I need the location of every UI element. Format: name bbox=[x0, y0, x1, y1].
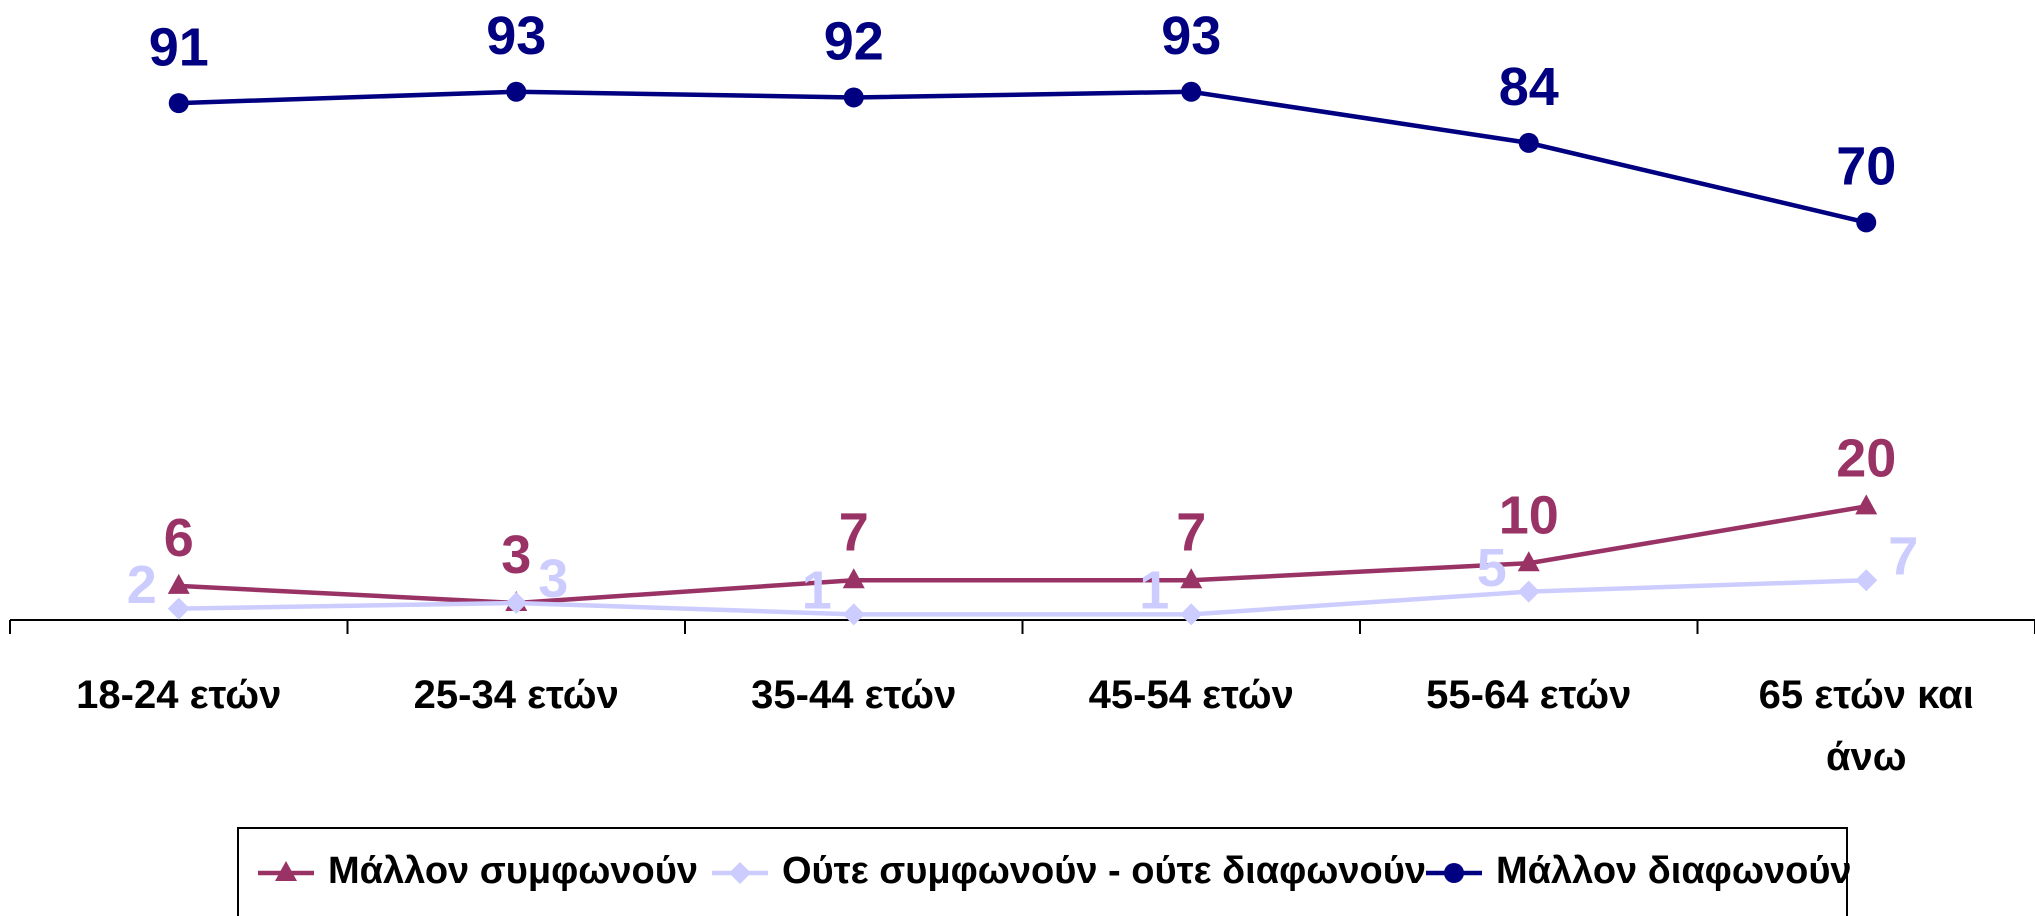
legend-label: Ούτε συμφωνούν - ούτε διαφωνούν bbox=[782, 850, 1426, 892]
series-line bbox=[178, 504, 1867, 606]
marker bbox=[168, 93, 189, 114]
x-tick-label: 55-64 ετών bbox=[1426, 673, 1632, 717]
x-tick-label: 45-54 ετών bbox=[1088, 673, 1294, 717]
marker bbox=[1517, 580, 1540, 603]
data-label: 5 bbox=[1477, 538, 1507, 598]
marker bbox=[1518, 132, 1539, 153]
x-tick-label: 35-44 ετών bbox=[751, 673, 957, 717]
x-tick-label: 65 ετών και άνω bbox=[1758, 673, 1974, 779]
marker bbox=[1855, 494, 1878, 515]
marker bbox=[275, 861, 297, 881]
marker bbox=[1180, 603, 1203, 626]
legend-label: Μάλλον συμφωνούν bbox=[328, 850, 698, 892]
legend-label: Μάλλον διαφωνούν bbox=[1496, 850, 1852, 892]
data-label: 1 bbox=[802, 561, 832, 621]
marker bbox=[1444, 863, 1464, 883]
marker bbox=[1180, 568, 1203, 589]
data-label: 93 bbox=[1161, 6, 1221, 66]
marker bbox=[506, 81, 527, 102]
marker bbox=[842, 568, 865, 589]
marker bbox=[843, 87, 864, 108]
data-label: 7 bbox=[1888, 527, 1918, 587]
data-label: 20 bbox=[1836, 429, 1896, 489]
data-label: 92 bbox=[824, 12, 884, 72]
data-label: 91 bbox=[149, 17, 209, 77]
marker bbox=[1517, 551, 1540, 572]
data-label: 7 bbox=[1176, 503, 1206, 563]
x-tick-label: 18-24 ετών bbox=[76, 673, 282, 717]
marker bbox=[167, 597, 190, 620]
series-line bbox=[178, 89, 1867, 225]
data-label: 70 bbox=[1836, 137, 1896, 197]
data-label: 2 bbox=[127, 555, 157, 615]
marker bbox=[1856, 212, 1877, 233]
data-label: 10 bbox=[1499, 485, 1559, 545]
data-label: 1 bbox=[1139, 561, 1169, 621]
marker bbox=[167, 573, 190, 594]
marker bbox=[505, 591, 528, 614]
series-line bbox=[178, 577, 1867, 617]
data-label: 6 bbox=[164, 508, 194, 568]
data-label: 3 bbox=[538, 549, 568, 609]
data-label: 84 bbox=[1499, 57, 1559, 117]
marker bbox=[1855, 569, 1878, 592]
legend-box bbox=[237, 827, 1848, 916]
marker bbox=[1181, 81, 1202, 102]
marker bbox=[729, 862, 751, 884]
marker bbox=[842, 603, 865, 626]
data-label: 93 bbox=[486, 6, 546, 66]
data-label: 7 bbox=[839, 503, 869, 563]
x-tick-label: 25-34 ετών bbox=[413, 673, 619, 717]
data-label: 3 bbox=[501, 525, 531, 585]
